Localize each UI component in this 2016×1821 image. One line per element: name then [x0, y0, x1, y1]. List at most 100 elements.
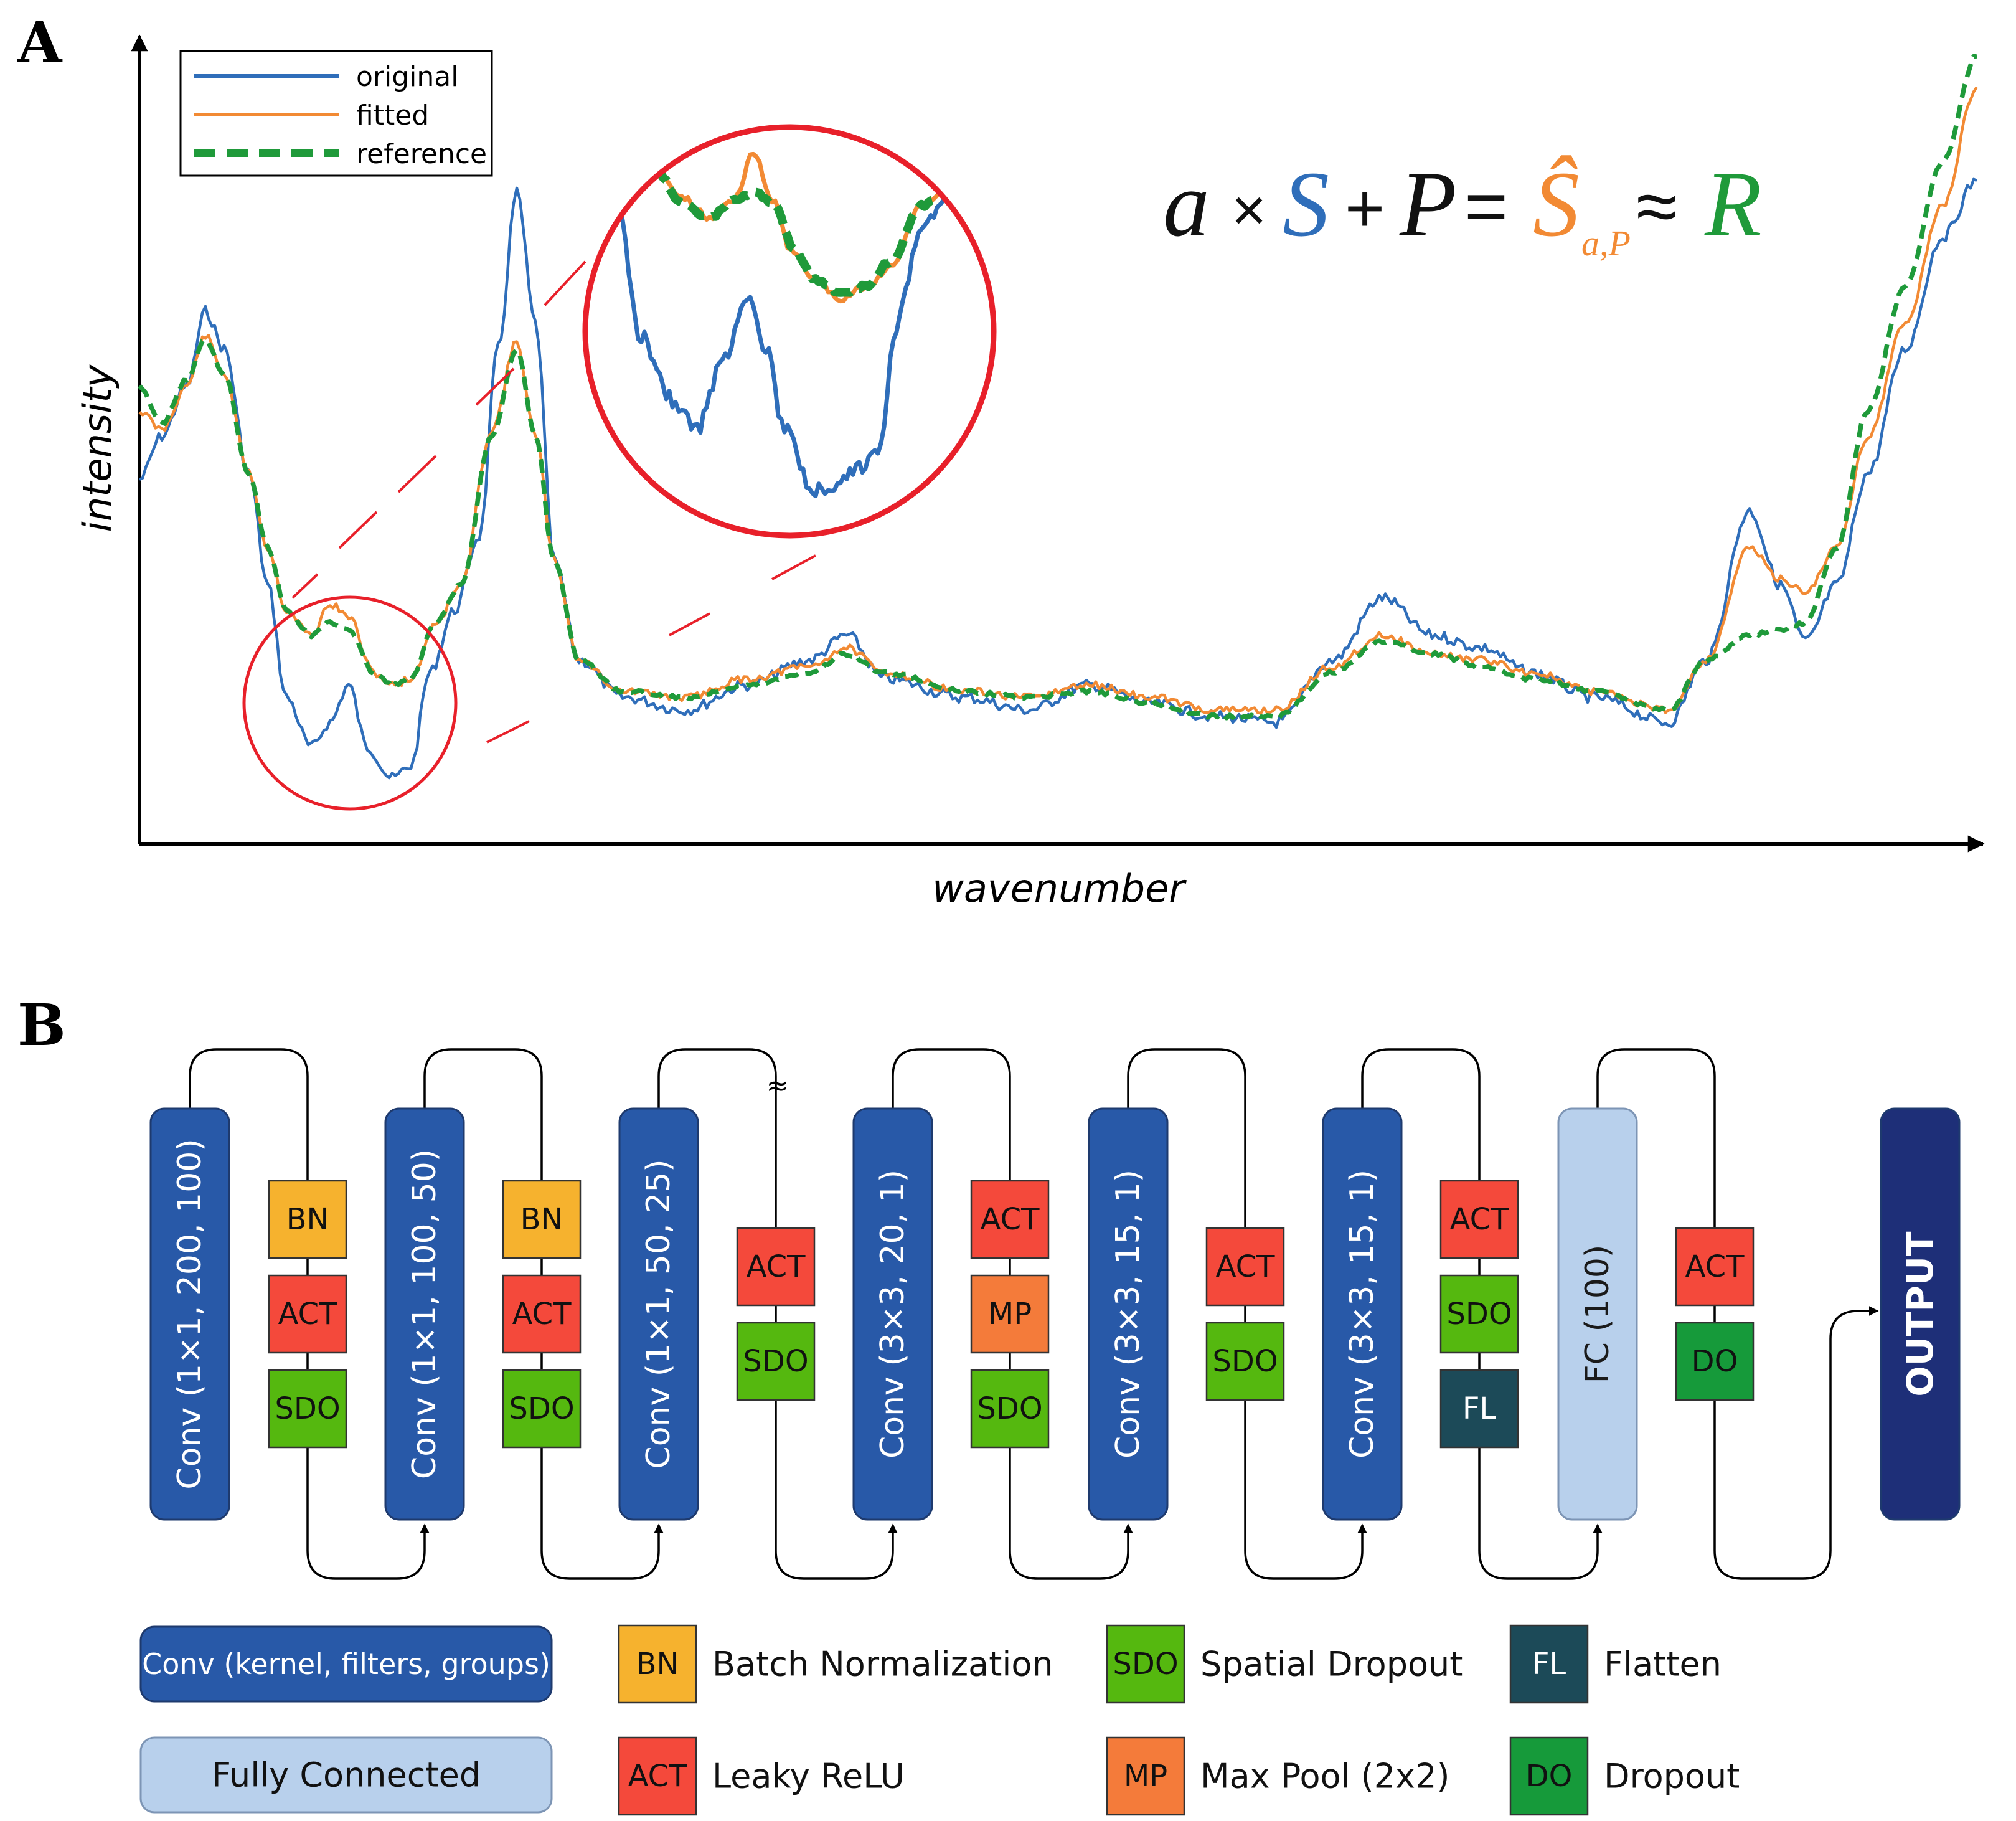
op-box-act	[268, 1274, 347, 1354]
op-label-act: ACT	[1216, 1249, 1276, 1284]
eq-S: S	[1283, 153, 1329, 256]
zoom-region-circle	[242, 595, 458, 811]
reshape-mark: ≈	[766, 1070, 789, 1102]
connector-top-2	[423, 1048, 543, 1181]
conv-block-label-6: Conv (3×3, 15, 1)	[1344, 1170, 1381, 1459]
op-box-act	[1439, 1180, 1519, 1259]
legend-swatch-mp	[1106, 1736, 1185, 1816]
plot-legend: original fitted reference	[179, 50, 493, 177]
eq-S-hat-subscript: a,P	[1581, 223, 1631, 263]
op-box-sdo	[970, 1369, 1050, 1449]
series-original	[139, 177, 1977, 780]
connector-bottom-6	[1478, 1447, 1603, 1580]
series-fitted	[138, 86, 1978, 715]
output-block-8	[1880, 1107, 1961, 1521]
op-box-fl	[1439, 1369, 1519, 1449]
connector-top-1	[189, 1048, 309, 1181]
connector-bottom-2	[540, 1447, 664, 1580]
connector-top-6	[1361, 1048, 1481, 1181]
op-box-act	[1675, 1227, 1755, 1307]
block-6: Conv (3×3, 15, 1) ACT SDO FL	[1322, 1107, 1519, 1521]
legend-text-do: Dropout	[1604, 1757, 1740, 1796]
x-axis-label: wavenumber	[932, 866, 1187, 911]
legend-fc-label: Fully Connected	[212, 1756, 481, 1795]
op-label-act: ACT	[747, 1249, 806, 1284]
legend-code-sdo: SDO	[1113, 1647, 1178, 1681]
legend-text-sdo: Spatial Dropout	[1200, 1645, 1463, 1684]
y-axis-label: intensity	[75, 364, 120, 532]
legend-code-do: DO	[1526, 1759, 1573, 1794]
network-connectors: ≈	[189, 1048, 1879, 1580]
zoom-series-reference	[651, 164, 960, 297]
connector-bottom-5	[1244, 1400, 1367, 1580]
conv-block-2	[384, 1107, 465, 1521]
conv-block-label-3: Conv (1×1, 50, 25)	[640, 1159, 677, 1469]
op-box-sdo	[736, 1322, 816, 1401]
eq-times: ×	[1232, 177, 1266, 244]
legend-code-bn: BN	[636, 1647, 679, 1681]
op-label-sdo: SDO	[977, 1391, 1042, 1426]
block-2: Conv (1×1, 100, 50) BN ACT SDO	[384, 1107, 582, 1521]
legend-text-fl: Flatten	[1604, 1645, 1722, 1684]
conv-block-label-1: Conv (1×1, 200, 100)	[171, 1138, 209, 1489]
legend-code-fl: FL	[1532, 1647, 1566, 1681]
legend-text-act: Leaky ReLU	[712, 1757, 905, 1796]
conv-block-label-5: Conv (3×3, 15, 1)	[1109, 1170, 1147, 1459]
connector-bottom-1	[306, 1447, 430, 1580]
svg-text:a: a	[1163, 153, 1210, 256]
eq-plus: +	[1345, 170, 1385, 247]
block-3: Conv (1×1, 50, 25) ACT SDO	[618, 1107, 816, 1521]
legend-label-original: original	[356, 61, 458, 93]
op-label-sdo: SDO	[1446, 1297, 1512, 1331]
op-box-sdo	[502, 1369, 582, 1449]
op-box-sdo	[268, 1369, 347, 1449]
zoom-series-original	[614, 179, 961, 499]
connector-top-7	[1596, 1048, 1716, 1228]
conv-block-label-2: Conv (1×1, 100, 50)	[406, 1149, 443, 1479]
op-box-mp	[970, 1274, 1050, 1354]
conv-block-4	[852, 1107, 933, 1521]
connector-top-5	[1127, 1048, 1246, 1228]
legend-conv-swatch	[139, 1625, 553, 1703]
connector-bottom-4	[1009, 1447, 1133, 1580]
connector-top-4	[892, 1048, 1011, 1181]
legend-swatch-do	[1509, 1736, 1589, 1816]
block-5: Conv (3×3, 15, 1) ACT SDO	[1088, 1107, 1285, 1521]
legend-swatch-sdo	[1106, 1624, 1185, 1704]
legend-code-mp: MP	[1124, 1759, 1167, 1794]
conv-block-5	[1088, 1107, 1169, 1521]
op-label-fl: FL	[1463, 1391, 1497, 1426]
op-label-do: DO	[1692, 1344, 1738, 1379]
op-box-bn	[502, 1180, 582, 1259]
legend-swatch-act	[618, 1736, 697, 1816]
fc-block-label-7: FC (100)	[1579, 1245, 1616, 1384]
conv-block-6	[1322, 1107, 1403, 1521]
op-label-sdo: SDO	[509, 1391, 574, 1426]
block-1: Conv (1×1, 200, 100) BN ACT SDO	[149, 1107, 347, 1521]
zoom-inset-curves	[614, 151, 961, 499]
op-box-bn	[268, 1180, 347, 1259]
conv-block-3	[618, 1107, 699, 1521]
op-label-act: ACT	[981, 1202, 1040, 1237]
eq-equals: =	[1464, 164, 1508, 248]
panel-a-letter: A	[17, 9, 63, 76]
op-label-act: ACT	[512, 1297, 572, 1331]
legend-code-act: ACT	[628, 1759, 688, 1794]
network-legend: Conv (kernel, filters, groups) Fully Conn…	[139, 1624, 1740, 1816]
op-label-sdo: SDO	[275, 1391, 340, 1426]
conv-block-label-4: Conv (3×3, 20, 1)	[874, 1170, 911, 1459]
op-box-sdo	[1205, 1322, 1285, 1401]
op-box-act	[970, 1180, 1050, 1259]
connector-bottom-3	[775, 1400, 898, 1580]
op-label-sdo: SDO	[1212, 1344, 1278, 1379]
op-label-bn: BN	[286, 1202, 329, 1237]
legend-swatch-fl	[1509, 1624, 1589, 1704]
eq-R: R	[1704, 153, 1762, 256]
op-box-act	[1205, 1227, 1285, 1307]
network-blocks: Conv (1×1, 200, 100) BN ACT SDO Conv (1×1, 1…	[149, 1107, 1961, 1521]
zoom-connectors	[291, 260, 816, 744]
legend-label-fitted: fitted	[356, 100, 429, 131]
legend-swatch-bn	[618, 1624, 697, 1704]
connector-top-3	[657, 1048, 777, 1228]
